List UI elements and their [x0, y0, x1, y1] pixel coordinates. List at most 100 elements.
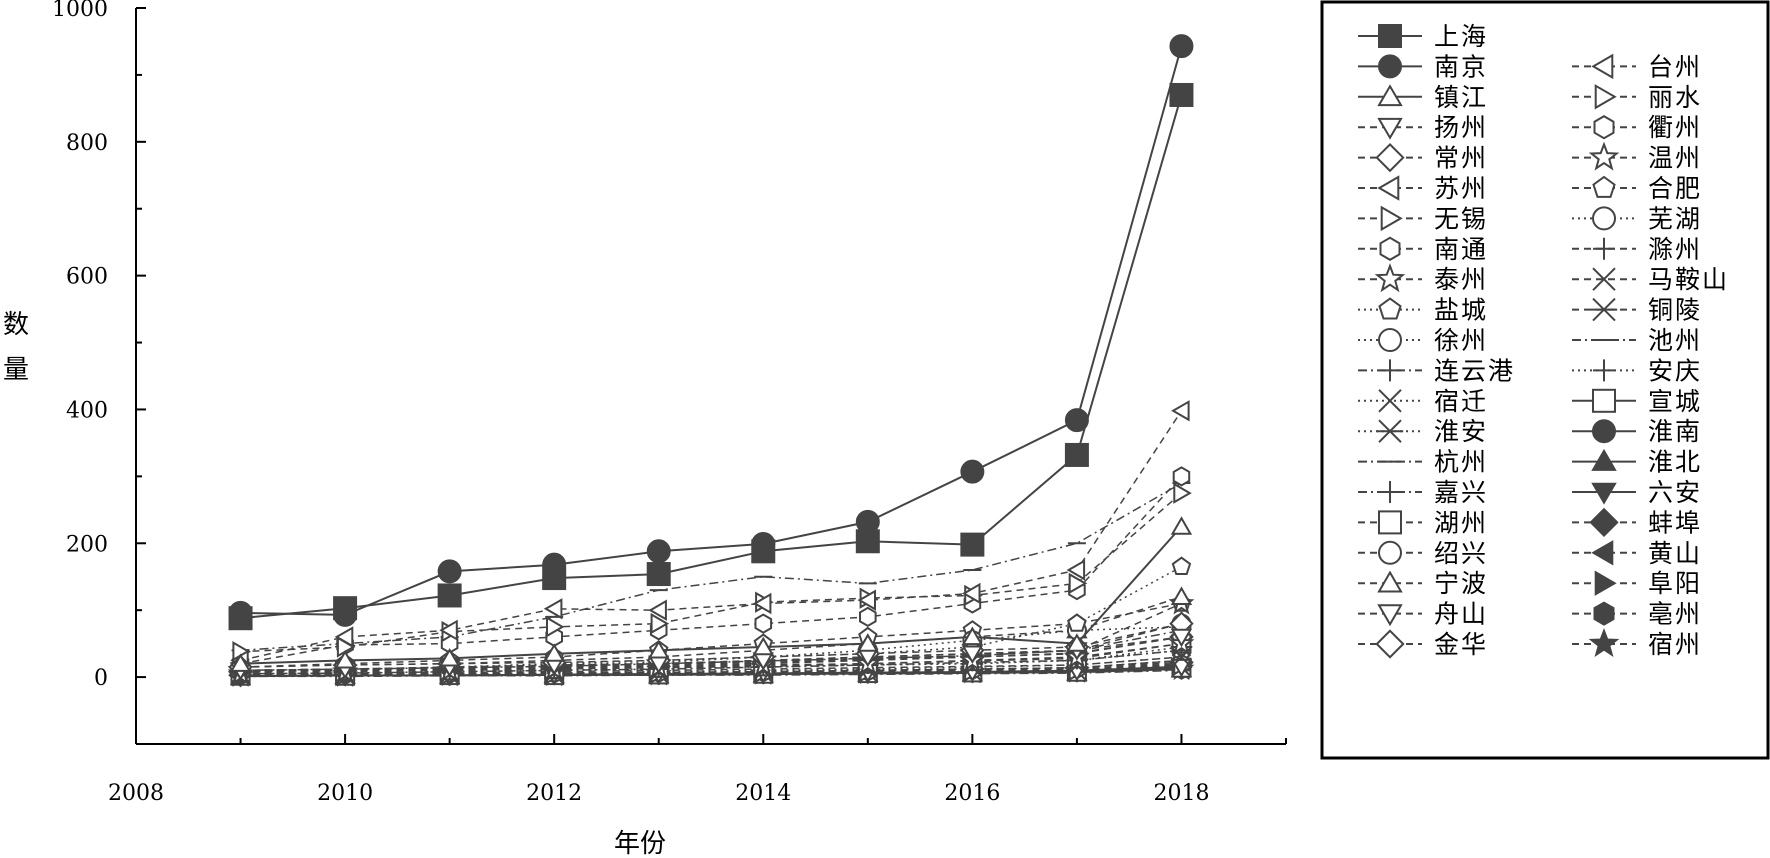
legend-item-5f905dde: 徐州: [1358, 326, 1488, 355]
point-4e0a6d77: [542, 566, 567, 591]
point-5357901a: [754, 613, 773, 634]
series-line-82cf5dde: [240, 410, 1183, 662]
legend-label: 金华: [1434, 630, 1488, 659]
point-5b816ce2: [1170, 586, 1193, 605]
x-tick-label: 2008: [108, 781, 164, 806]
x-tick-label: 2012: [526, 781, 582, 806]
point-82cf5dde: [1066, 559, 1086, 581]
legend-item-65e09521: 无锡: [1358, 204, 1486, 233]
legend-item-5ba357ce: 宣城: [1572, 387, 1702, 416]
legend-marker: [1590, 297, 1618, 322]
legend-marker: [1592, 206, 1616, 231]
point-95476c5f: [961, 626, 984, 646]
series-line-5b816ce2: [240, 596, 1182, 668]
point-626c5dde: [961, 645, 984, 664]
legend: 上海南京镇江扬州常州苏州无锡南通泰州盐城徐州连云港宿迁淮安杭州嘉兴湖州绍兴宁波舟…: [1320, 0, 1770, 760]
series-82cf5dde: [230, 400, 1190, 672]
legend-marker: [1588, 627, 1620, 658]
legend-marker: [1592, 267, 1616, 291]
legend-label: 宣城: [1648, 387, 1702, 416]
legend-item-5e385dde: 常州: [1358, 142, 1488, 173]
legend-marker: [1378, 24, 1402, 48]
point-5357901a: [1172, 466, 1191, 487]
legend-item-6dee5b89: 淮安: [1358, 417, 1488, 446]
legend-label: 连云港: [1434, 356, 1515, 385]
series-line-8fde4e916e2f: [240, 649, 1182, 675]
legend-item-961c9633: 阜阳: [1572, 569, 1702, 598]
series-line-626c5dde: [240, 636, 1182, 672]
legend-item-76d057ce: 盐城: [1358, 296, 1488, 325]
point-4e0a6d77: [1169, 82, 1194, 107]
series-4e0a6d77: [228, 82, 1194, 631]
legend-label: 扬州: [1434, 113, 1488, 142]
legend-marker: [1377, 175, 1400, 201]
point-53574eac: [437, 559, 462, 584]
series-line-5357901a: [240, 475, 1183, 665]
legend-label: 绍兴: [1434, 539, 1488, 568]
legend-marker: [1593, 115, 1615, 140]
point-95476c5f: [543, 643, 565, 662]
y-tick-label: 600: [66, 265, 108, 290]
legend-marker: [1375, 142, 1405, 173]
x-tick-label: 2018: [1153, 781, 1209, 806]
series-line-5e385dde: [240, 622, 1182, 668]
series-line-95476c5f: [240, 525, 1183, 665]
point-65e09521: [650, 612, 670, 635]
series-line-65e09521: [240, 492, 1182, 653]
series-line-821f5c71: [240, 666, 1182, 677]
legend-label: 淮安: [1434, 417, 1488, 446]
legend-label: 宿州: [1648, 630, 1702, 659]
point-4e0a6d77: [960, 532, 985, 557]
series-line-91d1534e: [240, 636, 1182, 673]
legend-label: 温州: [1648, 144, 1702, 173]
legend-marker: [1591, 448, 1617, 471]
legend-marker: [1380, 205, 1403, 232]
point-82cf5dde: [857, 589, 876, 611]
x-axis-label: 年份: [614, 829, 666, 858]
legend-label: 上海: [1434, 22, 1488, 51]
series-line-53574eac: [240, 45, 1183, 616]
legend-label: 淮北: [1648, 448, 1702, 477]
legend-marker: [1594, 570, 1617, 596]
legend-item-4eb35dde: 亳州: [1572, 600, 1700, 629]
legend-item-94dc9675: 铜陵: [1572, 296, 1700, 325]
series-line-676d5dde: [240, 482, 1182, 652]
legend-marker: [1591, 540, 1614, 566]
legend-label: 阜阳: [1648, 569, 1702, 598]
plot-series: [227, 34, 1195, 688]
legend-item-540880a5: 合肥: [1572, 174, 1702, 203]
legend-item-6e295dde: 温州: [1572, 141, 1702, 173]
legend-label: 淮南: [1648, 417, 1702, 446]
point-4e0a6d77: [1064, 442, 1089, 467]
point-82cf5dde: [334, 626, 354, 648]
legend-item-676d5dde: 杭州: [1358, 448, 1486, 477]
legend-marker: [1377, 604, 1403, 627]
point-95476c5f: [334, 650, 356, 669]
legend-marker: [1374, 263, 1406, 293]
legend-label: 合肥: [1648, 174, 1702, 203]
point-82cf5dde: [648, 599, 667, 621]
legend-label: 六安: [1648, 478, 1702, 507]
legend-marker: [1379, 481, 1401, 503]
legend-marker: [1379, 236, 1401, 261]
legend-marker: [1594, 84, 1617, 110]
point-95476c5f: [229, 653, 252, 672]
point-821f5c71: [1170, 658, 1193, 678]
point-95476c5f: [1066, 633, 1088, 652]
legend-label: 宿迁: [1434, 387, 1488, 416]
legend-label: 舟山: [1434, 600, 1488, 629]
legend-marker: [1378, 297, 1402, 320]
legend-label: 徐州: [1434, 326, 1488, 355]
point-5357901a: [859, 606, 877, 628]
legend-label: 盐城: [1434, 296, 1488, 325]
legend-label: 宁波: [1434, 569, 1488, 598]
legend-label: 常州: [1434, 144, 1488, 173]
legend-item-8fde4e916e2f: 连云港: [1358, 356, 1515, 385]
x-tick-label: 2016: [944, 781, 1000, 806]
legend-item-5bbf5dde: 宿州: [1572, 627, 1702, 659]
legend-label: 台州: [1648, 52, 1702, 81]
y-tick-label: 400: [66, 398, 108, 423]
series-65e09521: [232, 482, 1192, 663]
axes: [135, 8, 1286, 745]
point-76d057ce: [1171, 556, 1192, 575]
